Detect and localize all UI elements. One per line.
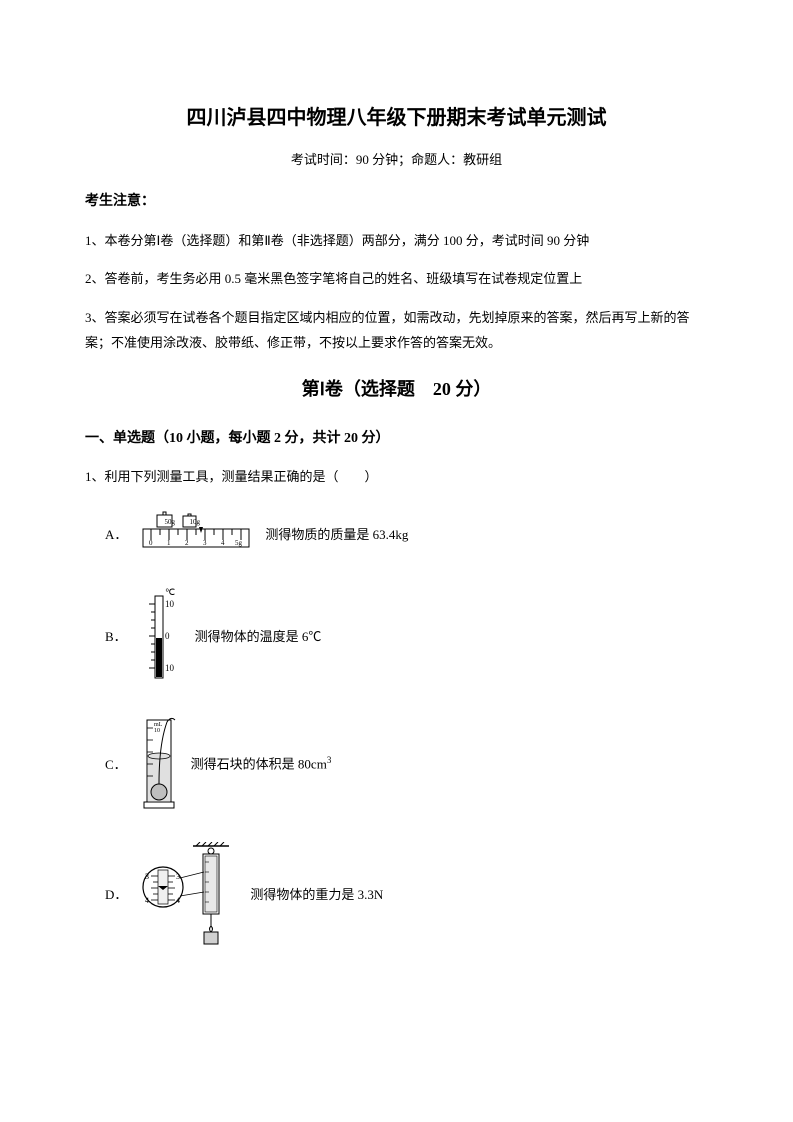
option-c-text-sup: 3 [327,755,332,765]
spring-scale-icon: 3 4 3 4 [141,842,236,947]
option-c-text-prefix: 测得石块的体积是 80cm [191,757,327,772]
option-c-label: C． [105,753,127,776]
option-d-text: 测得物体的重力是 3.3N [250,883,383,906]
option-a: A． 50g 10g [105,510,708,558]
option-b-text: 测得物体的温度是 6℃ [195,625,322,648]
svg-text:50g: 50g [165,518,176,526]
option-c: C． mL 10 测得石块的体积是 80cm3 [105,714,708,814]
notice-1: 1、本卷分第Ⅰ卷（选择题）和第Ⅱ卷（非选择题）两部分，满分 100 分，考试时间… [85,229,708,254]
svg-text:2: 2 [185,539,189,547]
svg-text:3: 3 [145,872,149,881]
svg-text:10: 10 [154,728,160,734]
option-b: B． ℃ 10 0 10 测得物体的温度是 6℃ [105,586,708,686]
option-d-label: D． [105,883,127,906]
svg-text:0: 0 [149,539,153,547]
svg-text:10: 10 [165,599,175,609]
svg-text:℃: ℃ [165,587,175,597]
svg-text:3: 3 [203,539,207,547]
svg-text:1: 1 [167,539,171,547]
option-d: D． [105,842,708,947]
subtitle: 考试时间：90 分钟；命题人：教研组 [85,148,708,171]
thermometer-icon: ℃ 10 0 10 [141,586,181,686]
notice-heading: 考生注意： [85,189,708,214]
option-c-text: 测得石块的体积是 80cm3 [191,752,332,776]
page-title: 四川泸县四中物理八年级下册期末考试单元测试 [85,100,708,136]
question-1: 1、利用下列测量工具，测量结果正确的是（ ） [85,465,708,488]
notice-3: 3、答案必须写在试卷各个题目指定区域内相应的位置，如需改动，先划掉原来的答案，然… [85,306,708,355]
sub-section-heading: 一、单选题（10 小题，每小题 2 分，共计 20 分） [85,426,708,451]
svg-text:4: 4 [221,539,225,547]
balance-ruler-icon: 50g 10g 0 1 2 [141,510,251,558]
svg-text:4: 4 [176,896,180,905]
option-a-text: 测得物质的质量是 63.4kg [265,523,408,546]
option-b-label: B． [105,625,127,648]
option-a-label: A． [105,523,127,546]
svg-text:5g: 5g [235,539,243,547]
svg-text:10: 10 [165,663,175,673]
svg-text:4: 4 [145,896,149,905]
svg-text:0: 0 [165,631,170,641]
graduated-cylinder-icon: mL 10 [141,714,177,814]
svg-text:3: 3 [176,872,180,881]
svg-text:10g: 10g [190,518,201,526]
section-1-title: 第Ⅰ卷（选择题 20 分） [85,373,708,405]
notice-2: 2、答卷前，考生务必用 0.5 毫米黑色签字笔将自己的姓名、班级填写在试卷规定位… [85,267,708,292]
